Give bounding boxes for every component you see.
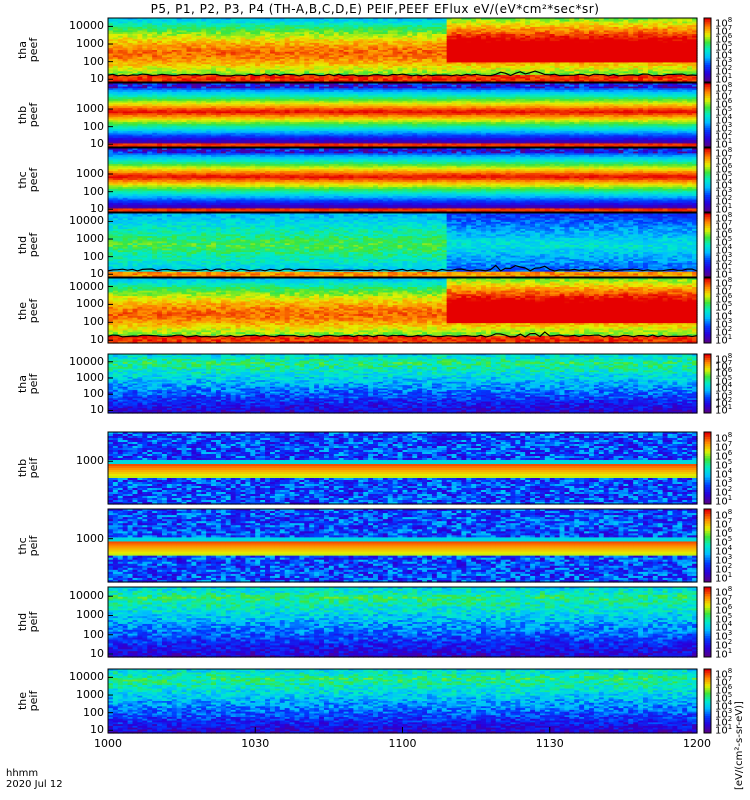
panel-tha-peef: [108, 18, 698, 83]
